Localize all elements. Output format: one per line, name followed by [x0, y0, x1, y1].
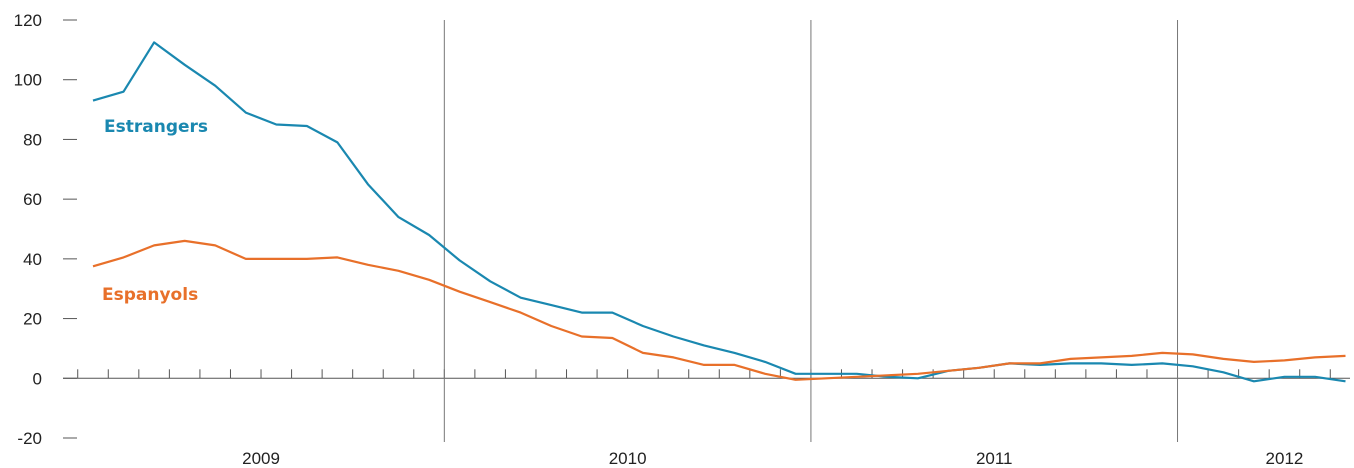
y-tick-label: 20	[23, 310, 42, 329]
y-tick-label: 80	[23, 130, 42, 149]
y-tick-label: 100	[14, 71, 42, 90]
x-year-label: 2010	[609, 449, 647, 468]
y-tick-label: -20	[17, 429, 42, 448]
y-tick-label: 120	[14, 11, 42, 30]
x-axis: 2009 2010 2011 2012	[63, 20, 1350, 468]
x-year-label: 2012	[1266, 449, 1304, 468]
y-tick-label: 60	[23, 190, 42, 209]
y-tick-label: 40	[23, 250, 42, 269]
series-label-estrangers: Estrangers	[104, 117, 208, 137]
series-line-estrangers	[92, 41, 1346, 383]
x-year-label: 2011	[976, 449, 1013, 468]
y-axis: -20 0 20 40 60 80 100 120	[14, 11, 77, 448]
series-lines	[92, 41, 1346, 383]
series-line-espanyols	[92, 239, 1346, 381]
x-year-label: 2009	[242, 449, 280, 468]
y-tick-label: 0	[33, 369, 42, 388]
series-label-espanyols: Espanyols	[102, 285, 198, 305]
